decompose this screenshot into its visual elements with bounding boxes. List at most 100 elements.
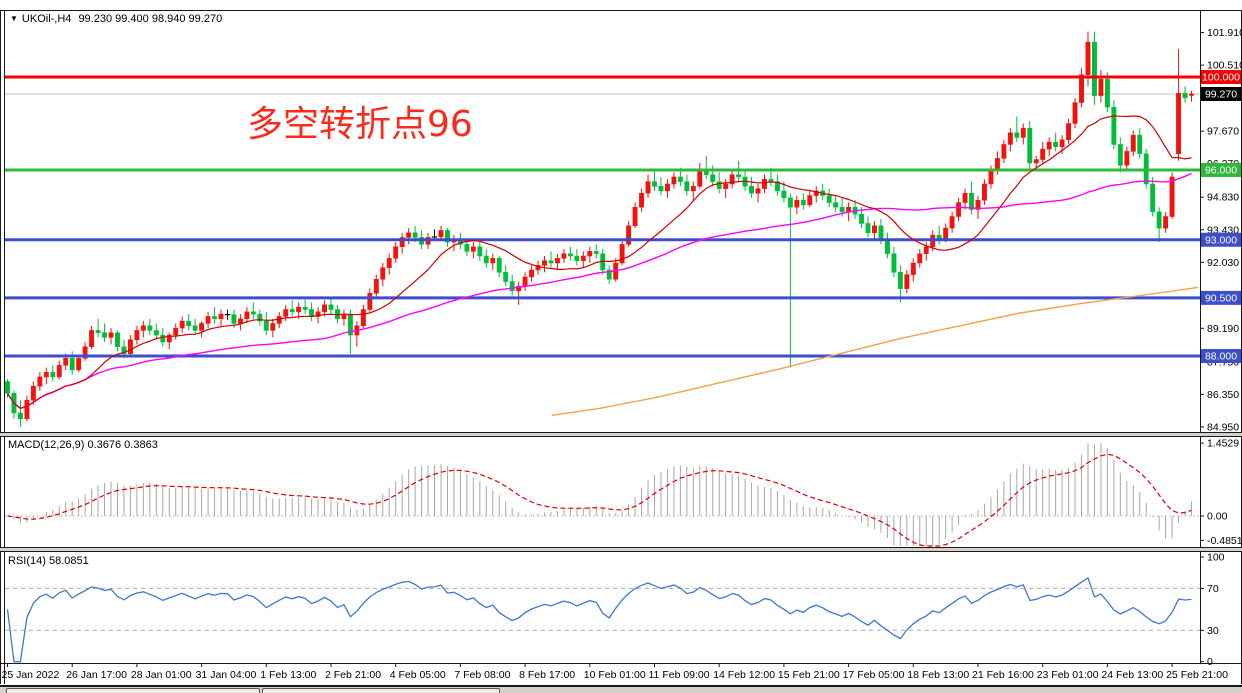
candle-body [1066, 123, 1072, 141]
candle-body [263, 320, 269, 331]
trend-annotation-text: 多空转折点96 [247, 104, 473, 145]
candle-body [794, 199, 800, 208]
candle-body [1033, 159, 1039, 164]
candle-body [1137, 134, 1143, 154]
candle-body [1098, 79, 1104, 96]
candle-body [949, 216, 955, 229]
candle-body [102, 332, 107, 338]
candle-body [1130, 134, 1136, 152]
macd-panel-plot[interactable] [5, 437, 1200, 547]
panel-splitter-macd[interactable] [0, 432, 1242, 437]
candle-body [729, 174, 735, 185]
candle-body [1027, 127, 1033, 164]
candle-body [244, 311, 250, 320]
rsi-panel-plot[interactable] [5, 552, 1200, 663]
candle-body [1124, 151, 1130, 166]
rsi-tick-label: 70 [1207, 583, 1219, 595]
panel-splitter-rsi[interactable] [0, 547, 1242, 552]
candle-body [257, 313, 263, 322]
current-price-badge-bg [1201, 86, 1241, 101]
candle-body [179, 320, 185, 329]
candle-body [1189, 93, 1194, 96]
candle-body [1092, 41, 1097, 96]
candle-body [813, 190, 819, 196]
rsi-indicator-label: RSI(14) 58.0851 [8, 555, 89, 567]
candle-body [1046, 141, 1052, 150]
candle-body [477, 246, 483, 257]
price-tick-label: 84.950 [1207, 421, 1239, 433]
candle-body [24, 399, 30, 420]
candle-body [289, 309, 295, 313]
candle-body [483, 255, 489, 264]
date-tick-label: 21 Feb 16:00 [972, 669, 1034, 681]
candle-body [121, 346, 127, 354]
chart-tab-1[interactable] [6, 688, 260, 693]
candle-body [173, 327, 179, 336]
level-price-badge-bg [1201, 232, 1241, 247]
ma-long-line [551, 286, 1199, 416]
date-tick-label: 28 Jan 01:00 [131, 669, 192, 681]
date-tick-label: 23 Feb 01:00 [1037, 669, 1099, 681]
candle-body [328, 304, 334, 310]
date-tick-label: 1 Feb 13:00 [260, 669, 316, 681]
symbol-period-label: UKOil-,H4 [21, 13, 72, 25]
candle-body [1001, 144, 1007, 159]
price-tick-label: 97.670 [1207, 126, 1239, 138]
candle-body [555, 258, 560, 264]
candle-body [490, 258, 496, 264]
price-tick-label: 89.190 [1207, 323, 1239, 335]
macd-tick-label: -0.4851 [1207, 535, 1242, 547]
rsi-line [6, 577, 1192, 663]
candle-body [1169, 176, 1175, 217]
candle-body [923, 246, 929, 254]
level-price-badge-bg [1201, 70, 1241, 84]
candle-body [865, 223, 871, 234]
candle-body [677, 176, 683, 182]
candle-body [736, 174, 742, 178]
candle-body [302, 306, 308, 310]
candle-body [652, 181, 657, 187]
candle-body [962, 193, 968, 203]
candle-body [140, 325, 146, 331]
candle-body [982, 183, 987, 201]
candle-body [1111, 106, 1117, 145]
candle-body [1020, 127, 1026, 138]
candle-body [95, 330, 101, 333]
candle-body [723, 183, 729, 189]
candle-body [807, 195, 813, 206]
price-tick-label: 94.830 [1207, 192, 1239, 204]
date-tick-label: 7 Feb 08:00 [454, 669, 510, 681]
candle-body [503, 272, 509, 282]
candle-body [115, 332, 120, 347]
candle-body [1163, 216, 1169, 229]
candle-body [56, 365, 62, 378]
candle-body [593, 251, 599, 254]
candle-body [749, 186, 754, 194]
candle-body [406, 232, 412, 238]
candle-body [529, 269, 535, 278]
candle-body [63, 358, 69, 366]
price-tick-label: 100.510 [1207, 60, 1242, 72]
rsi-tick-label: 0 [1207, 656, 1213, 668]
candle-body [567, 253, 573, 257]
candle-body [548, 260, 554, 264]
candle-body [17, 412, 23, 420]
candle-body [684, 181, 690, 192]
date-tick-label: 2 Feb 21:00 [325, 669, 381, 681]
price-chart-plot[interactable] [5, 11, 1200, 432]
candle-body [212, 316, 217, 320]
price-tick-label: 92.030 [1207, 257, 1239, 269]
candle-body [826, 195, 832, 203]
candle-body [561, 253, 567, 259]
macd-indicator-label: MACD(12,26,9) 0.3676 0.3863 [8, 439, 158, 451]
rsi-tick-label: 30 [1207, 625, 1219, 637]
chart-tab-2[interactable] [262, 688, 500, 693]
current-price-badge: 99.270 [1205, 88, 1237, 100]
candle-body [535, 265, 541, 271]
candle-body [186, 320, 192, 327]
candle-body [30, 385, 36, 401]
candle-body [470, 246, 476, 252]
